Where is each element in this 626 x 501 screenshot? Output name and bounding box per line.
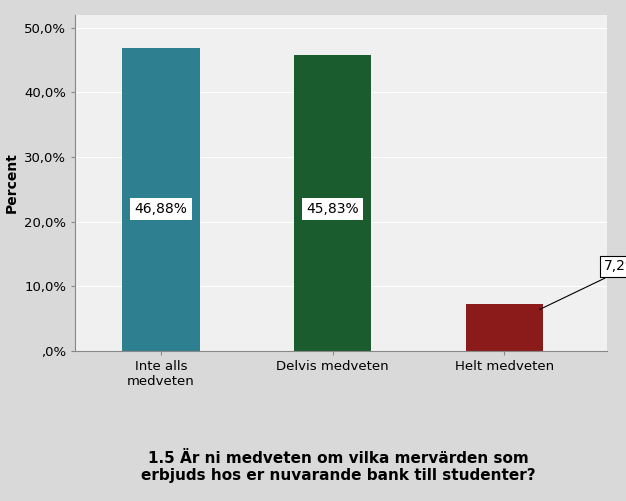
- Bar: [466, 304, 543, 351]
- Text: 45,83%: 45,83%: [306, 202, 359, 216]
- Bar: [122, 48, 200, 351]
- Text: 7,292%: 7,292%: [540, 259, 626, 310]
- Y-axis label: Percent: Percent: [4, 152, 19, 213]
- Text: 46,88%: 46,88%: [135, 202, 187, 216]
- Bar: [294, 55, 371, 351]
- Text: 1.5 Är ni medveten om vilka mervärden som
erbjuds hos er nuvarande bank till stu: 1.5 Är ni medveten om vilka mervärden so…: [141, 451, 535, 483]
